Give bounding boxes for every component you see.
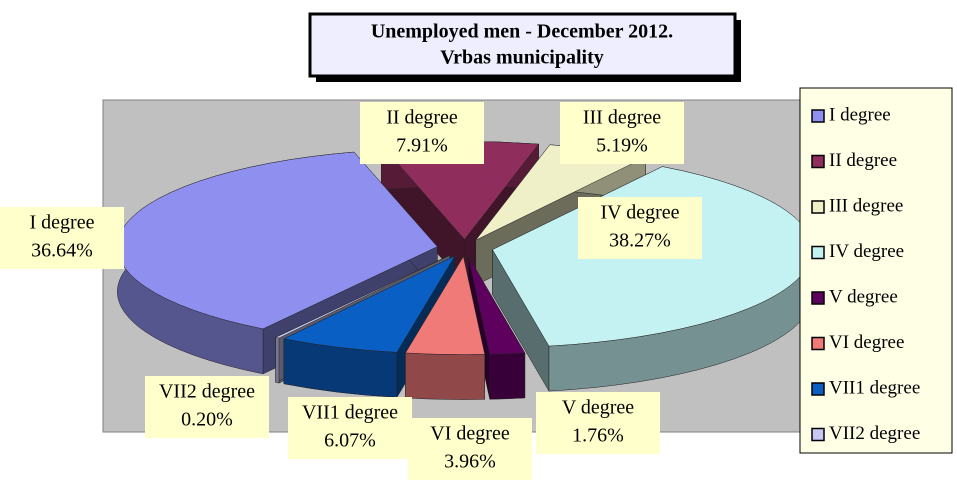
data-label: 0.20% [181,409,233,431]
slice [468,256,526,355]
data-label-box [578,197,702,259]
data-label: II degree [386,107,458,129]
legend-label: III degree [829,195,903,216]
slice-side [275,337,280,384]
data-label: 5.19% [596,135,648,157]
slice-side [405,352,486,400]
legend-swatch [811,336,825,351]
data-label: 3.96% [444,451,496,473]
data-labels: I degree 36.64% II degree 7.91% III degree 5.… [0,102,702,480]
data-label: I degree [30,212,95,234]
data-label: IV degree [600,202,679,224]
data-label: 1.76% [572,425,624,447]
data-label: 6.07% [324,430,376,452]
legend-swatch [811,245,825,260]
data-label: VII2 degree [159,381,255,403]
legend-label: I degree [829,104,891,125]
data-label: V degree [562,397,634,419]
slice [274,254,451,339]
legend-swatch [811,382,825,396]
data-label: 36.64% [31,240,93,262]
data-label: VI degree [430,423,510,445]
title-box [308,12,737,78]
legend-label: VII1 degree [829,377,920,398]
slice [405,255,486,355]
legend-swatch [811,291,825,305]
data-label-box [288,397,412,459]
data-label-box [536,392,660,454]
legend-swatch [811,427,825,442]
data-label-box [560,102,684,164]
slice [283,255,456,353]
legend-label: VII2 degree [829,423,920,444]
legend-label: IV degree [829,241,904,262]
data-label: 38.27% [609,230,671,252]
legend: I degree II degree III degree IV degree V de… [811,104,920,444]
legend-label: II degree [829,150,897,171]
legend-swatch [811,200,825,214]
legend-swatch [811,109,825,123]
chart-title: Vrbas municipality [440,47,604,69]
data-label-box [145,376,269,438]
data-label: III degree [583,107,661,129]
data-label-box [408,418,532,480]
data-label: VII1 degree [302,402,398,424]
data-label-box [0,207,124,269]
slice-side [489,352,526,400]
legend-label: V degree [829,286,898,307]
chart-title: Unemployed men - December 2012. [371,21,673,43]
data-label: 7.91% [396,135,448,157]
legend-label: VI degree [829,332,904,353]
data-label-box [360,102,484,164]
legend-swatch [811,154,825,169]
legend-box [799,87,953,454]
pie [117,141,813,400]
